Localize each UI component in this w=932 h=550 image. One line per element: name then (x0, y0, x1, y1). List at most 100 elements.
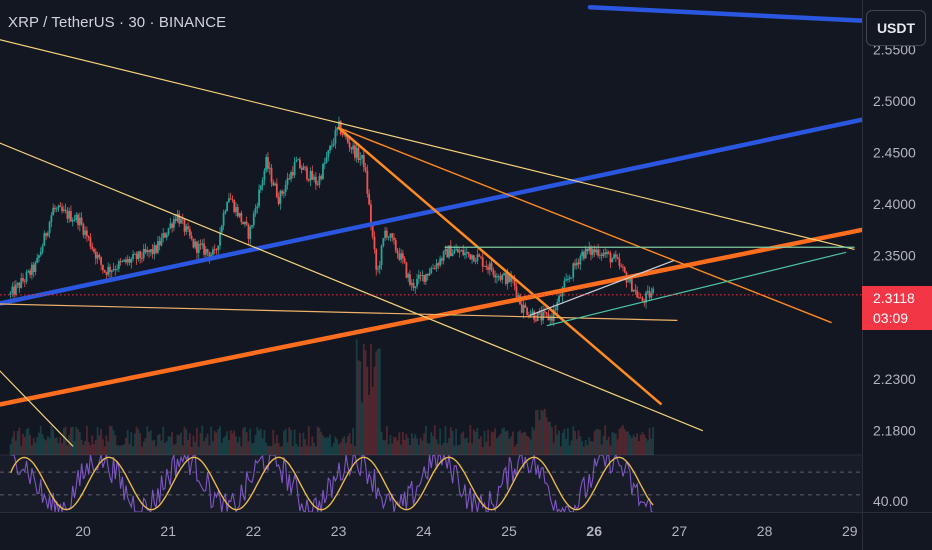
volume-bar (126, 430, 129, 455)
candle-body (169, 223, 172, 229)
volume-bar (513, 446, 516, 455)
volume-bar (78, 432, 81, 455)
candle (645, 290, 647, 309)
candle-body (465, 251, 468, 253)
candle (426, 273, 429, 281)
candle-body (650, 293, 653, 298)
candle (325, 152, 328, 164)
volume-bar (86, 425, 88, 455)
candle-body (488, 263, 491, 270)
candle-body (389, 233, 392, 238)
candle (215, 248, 218, 255)
candle-body (300, 168, 303, 170)
candle (284, 180, 287, 197)
candle-body (185, 226, 188, 232)
candle (618, 253, 621, 270)
volume-bar (547, 421, 550, 455)
candle (119, 257, 122, 266)
candle (464, 248, 466, 260)
volume-bar (89, 445, 92, 455)
candle-body (219, 232, 221, 246)
volume-bar (245, 432, 248, 455)
candle-body (417, 274, 420, 279)
candle (334, 126, 337, 149)
candle-body (362, 154, 365, 168)
candle-body (652, 288, 655, 294)
candle (75, 212, 78, 223)
candle-body (23, 280, 26, 282)
candle-body (456, 249, 459, 253)
volume-bar (570, 440, 573, 455)
candle-body (286, 178, 289, 185)
candle (162, 227, 165, 243)
volume-bar (407, 437, 410, 455)
volume-bar (295, 443, 298, 455)
candle-body (357, 147, 360, 160)
candle-body (57, 205, 60, 209)
volume-bar (568, 445, 571, 455)
candle (252, 210, 255, 229)
candle-body (437, 263, 440, 266)
candle (94, 248, 97, 265)
candle-body (66, 210, 69, 219)
candle (433, 265, 436, 271)
candle-body (242, 222, 245, 225)
volume-bar (339, 442, 342, 455)
volume-bar (293, 429, 296, 455)
candle-body (293, 162, 296, 176)
volume-bar (549, 422, 552, 455)
time-tick-label: 20 (75, 523, 91, 539)
volume-bar (515, 444, 518, 455)
candle-body (444, 248, 447, 252)
volume-bar (299, 432, 301, 455)
volume-bar (535, 410, 537, 455)
volume-bar (309, 446, 312, 455)
candle-body (538, 312, 541, 314)
volume-bar (405, 433, 408, 455)
candle (105, 271, 108, 280)
volume-bar (203, 441, 205, 455)
volume-bar (334, 436, 337, 455)
volume-bar (646, 440, 649, 455)
candle (38, 254, 40, 263)
candle (96, 251, 99, 264)
candle-body (574, 263, 576, 266)
candle-body (496, 276, 498, 278)
candle (116, 264, 118, 272)
candle-body (181, 218, 184, 220)
currency-button[interactable]: USDT (866, 10, 926, 46)
candle (567, 275, 569, 283)
volume-bar (625, 431, 628, 455)
candle-body (130, 258, 133, 263)
candle-body (327, 150, 330, 158)
volume-bar (464, 438, 466, 455)
candle-body (398, 253, 401, 260)
candle-body (441, 258, 443, 261)
volume-bar (314, 446, 317, 455)
candle (373, 231, 376, 254)
volume-bar (297, 446, 300, 455)
candle (641, 296, 644, 303)
candle-body (453, 250, 456, 254)
volume-bar (307, 426, 310, 455)
candle-body (527, 314, 530, 317)
candle-body (302, 166, 305, 170)
candle (314, 171, 317, 191)
volume-bar (130, 432, 133, 455)
volume-bar (414, 434, 417, 455)
candle (428, 267, 431, 277)
candle (304, 166, 307, 172)
volume-bar (428, 443, 431, 455)
candle-body (497, 276, 500, 277)
candle-body (558, 295, 560, 303)
candle (135, 251, 138, 265)
candle (196, 240, 198, 259)
volume-bar (586, 444, 589, 455)
volume-bar (632, 434, 635, 455)
volume-bar (13, 431, 16, 455)
volume-bar (300, 446, 303, 455)
volume-bar (149, 430, 152, 455)
volume-bar (616, 439, 619, 455)
volume-bar (471, 443, 473, 455)
